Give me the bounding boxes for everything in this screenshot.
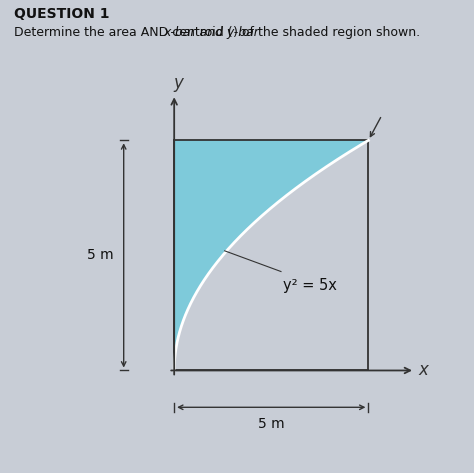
Text: Determine the area AND centroid (: Determine the area AND centroid ( [14,26,233,39]
Text: ) of the shaded region shown.: ) of the shaded region shown. [233,26,420,39]
Text: x: x [419,361,428,379]
Text: QUESTION 1: QUESTION 1 [14,7,109,21]
Polygon shape [174,140,368,370]
Text: y² = 5x: y² = 5x [283,279,337,293]
Text: 5 m: 5 m [87,248,114,263]
Text: y: y [174,74,184,92]
Text: 5 m: 5 m [258,417,284,431]
Text: x-bar and y-bar: x-bar and y-bar [164,26,259,39]
